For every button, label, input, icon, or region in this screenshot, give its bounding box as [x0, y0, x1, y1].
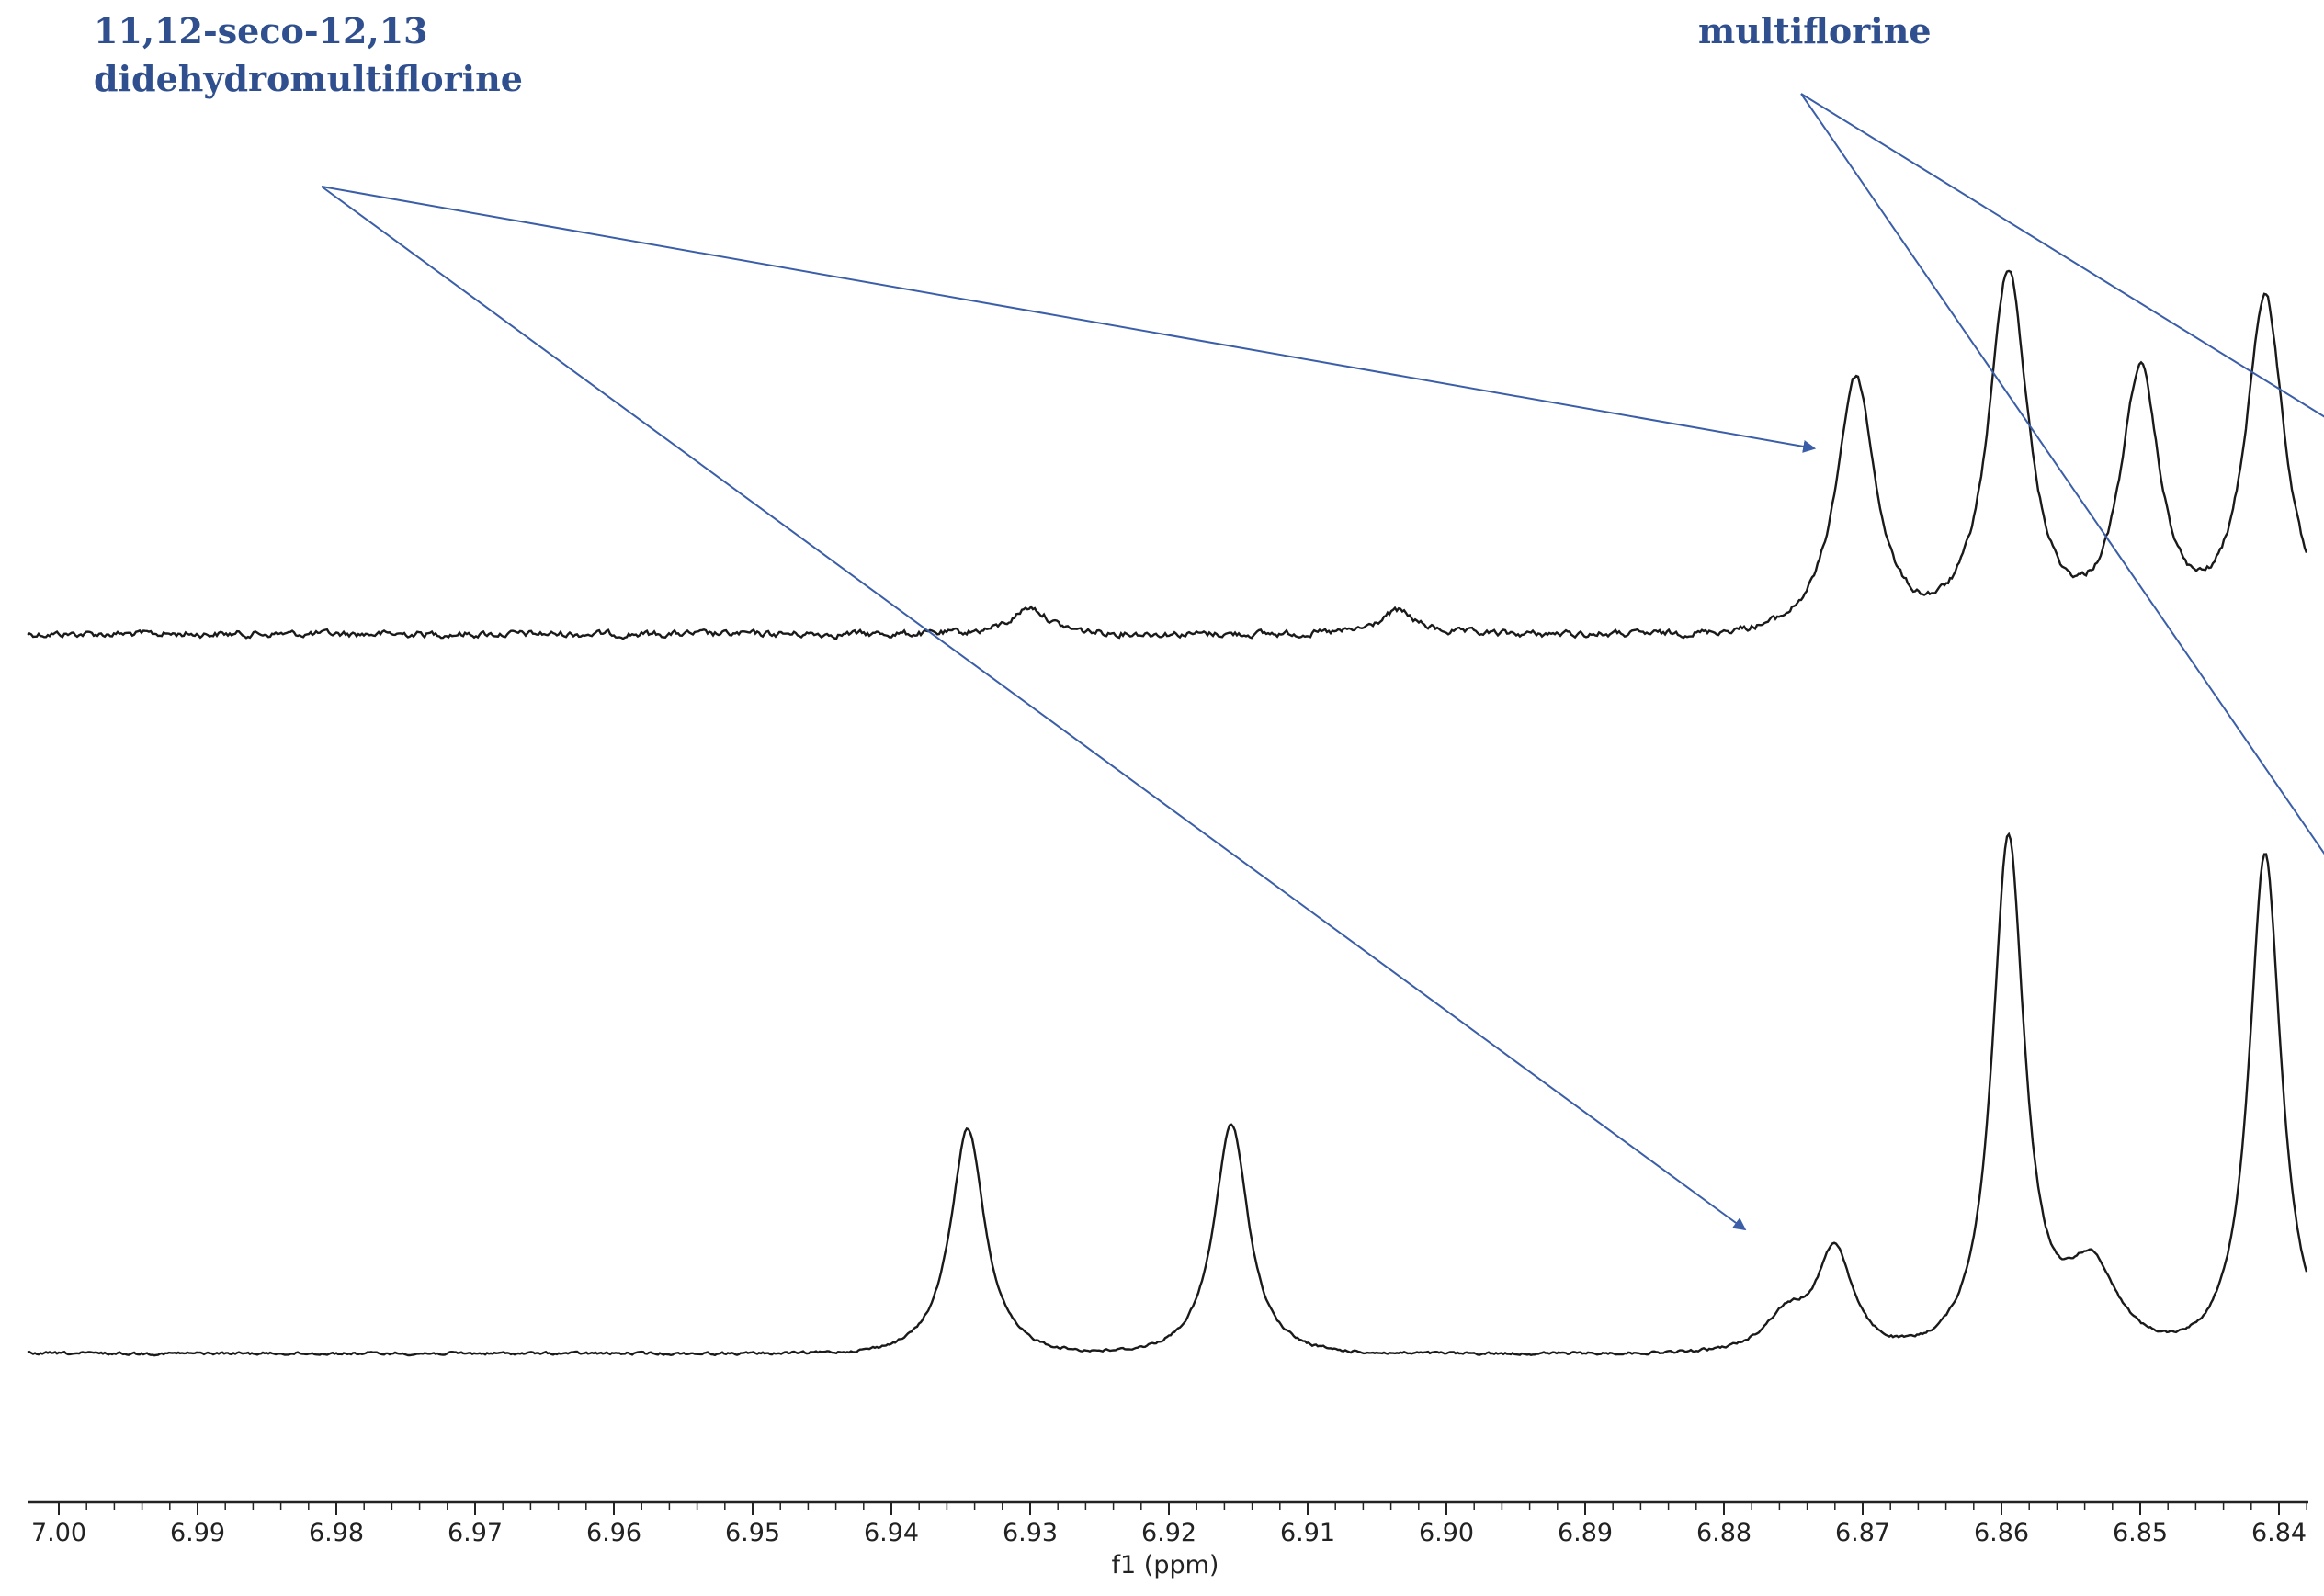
- annotation-left-line2: didehydromultiflorine: [94, 58, 523, 99]
- arrows-group: [321, 93, 2324, 1231]
- arrow-left-to-upper: [321, 186, 1817, 453]
- x-tick-label: 6.99: [170, 1519, 225, 1547]
- x-tick-label: 6.88: [1696, 1519, 1752, 1547]
- annotation-left: 11,12-seco-12,13 didehydromultiflorine: [94, 7, 737, 103]
- x-tick-label: 6.94: [864, 1519, 919, 1547]
- annotation-right: multiflorine: [1698, 10, 1932, 51]
- x-axis-ticks: 7.00 6.99 6.98 6.97 6.96 6.95 6.94 6.93 6.92 6.91…: [31, 1502, 2307, 1547]
- x-tick-label: 6.84: [2251, 1519, 2307, 1547]
- x-axis: 7.00 6.99 6.98 6.97 6.96 6.95 6.94 6.93 6.92 6.91…: [28, 1500, 2308, 1579]
- x-tick-label: 6.92: [1141, 1519, 1196, 1547]
- x-tick-label: 6.96: [586, 1519, 641, 1547]
- x-tick-label: 6.85: [2113, 1519, 2168, 1547]
- x-tick-label: 6.91: [1280, 1519, 1335, 1547]
- x-tick-label: 6.98: [309, 1519, 364, 1547]
- x-axis-title: f1 (ppm): [1112, 1551, 1219, 1579]
- x-tick-label: 6.87: [1835, 1519, 1890, 1547]
- x-tick-label: 6.97: [448, 1519, 503, 1547]
- arrow-right-to-upper: [1800, 93, 2324, 418]
- arrow-left-to-lower: [321, 186, 1747, 1231]
- spectra-group: [27, 269, 2308, 1357]
- x-tick-label: 6.89: [1558, 1519, 1613, 1547]
- x-tick-label: 7.00: [31, 1519, 86, 1547]
- x-tick-label: 6.86: [1974, 1519, 2029, 1547]
- x-tick-label: 6.90: [1419, 1519, 1474, 1547]
- spectrum-lower: [27, 832, 2308, 1357]
- arrow-right-to-lower: [1800, 93, 2324, 855]
- spectrum-upper: [27, 269, 2308, 640]
- annotation-left-line1: 11,12-seco-12,13: [94, 10, 428, 51]
- x-tick-label: 6.93: [1003, 1519, 1058, 1547]
- x-tick-label: 6.95: [725, 1519, 780, 1547]
